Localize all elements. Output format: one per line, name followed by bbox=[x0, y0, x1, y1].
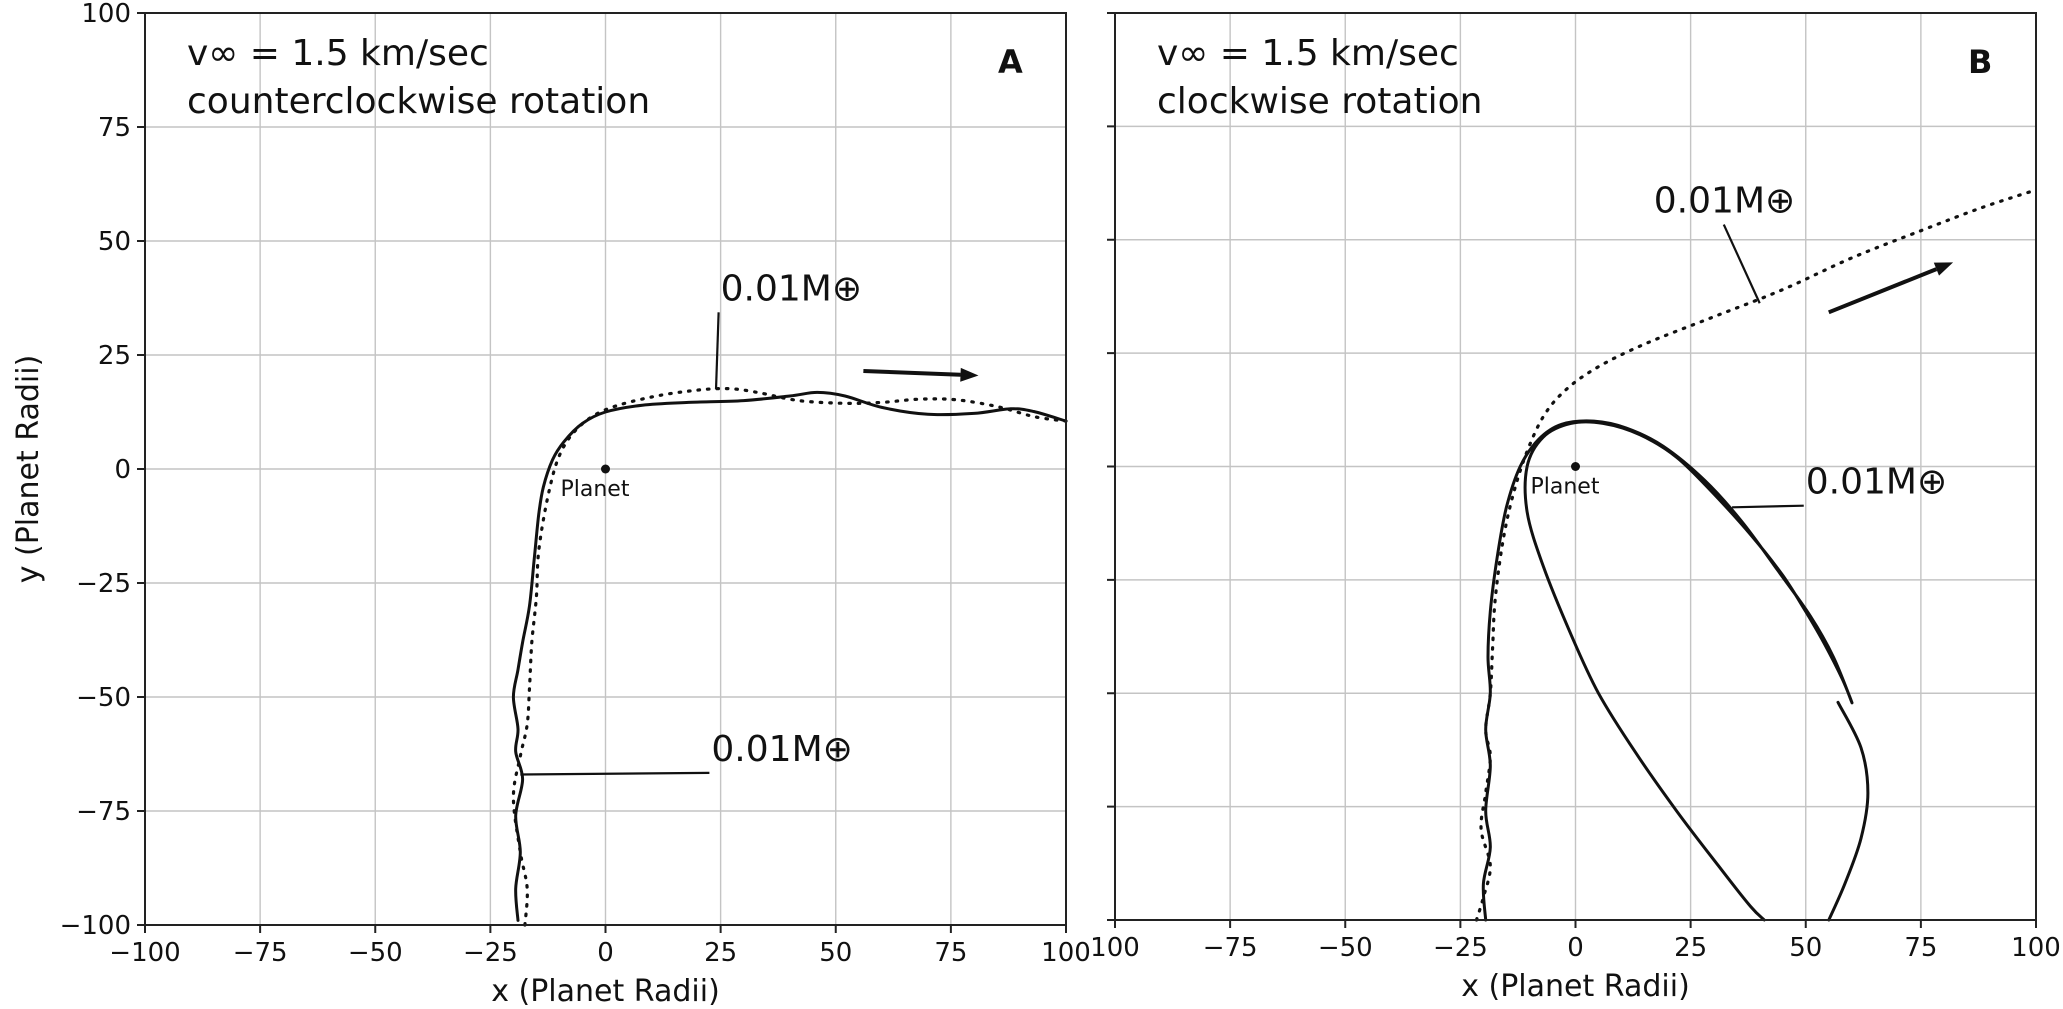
rotation-label-b: clockwise rotation bbox=[1157, 81, 1482, 122]
direction-arrow-shaft bbox=[1828, 267, 1938, 315]
annotations-a: 0.01M⊕ 0.01M⊕ bbox=[520, 268, 979, 776]
y-tick-label: −25 bbox=[76, 569, 131, 599]
planet-dot bbox=[1571, 462, 1580, 471]
x-tick-label: 100 bbox=[2011, 933, 2061, 963]
dotted-trajectory-1 bbox=[511, 386, 1068, 927]
planet-label: Planet bbox=[561, 477, 630, 502]
annotation-leader bbox=[520, 771, 710, 776]
annotation-leader bbox=[1722, 224, 1761, 304]
x-tick-label: 50 bbox=[1789, 933, 1822, 963]
y-tick-label: 50 bbox=[98, 227, 131, 257]
x-tick-label: −50 bbox=[348, 938, 403, 968]
solid-trajectory-1 bbox=[1481, 419, 1854, 922]
y-tick-label: −75 bbox=[76, 797, 131, 827]
x-tick-label: −75 bbox=[1203, 933, 1258, 963]
velocity-label-a: v∞ = 1.5 km/sec bbox=[187, 33, 489, 74]
y-axis-title-a: y (Planet Radii) bbox=[11, 355, 46, 584]
ticks-b: 100 −75 −50 −25 0 25 50 75 100 bbox=[1090, 12, 2061, 963]
x-tick-label: 100 bbox=[1090, 933, 1140, 963]
ticks-a: −100 −75 −50 −25 0 25 50 75 100 −100 −75 −50 −25 0 25 5… bbox=[60, 0, 1091, 968]
velocity-label-b: v∞ = 1.5 km/sec bbox=[1157, 33, 1459, 74]
annotations-b: 0.01M⊕ 0.01M⊕ bbox=[1654, 181, 1954, 509]
series-b bbox=[1474, 188, 2038, 922]
x-tick-label: 25 bbox=[704, 938, 737, 968]
x-tick-label: 0 bbox=[1567, 933, 1584, 963]
panel-b: 100 −75 −50 −25 0 25 50 75 100 0.01M⊕ 0.01M⊕ Plan… bbox=[1090, 12, 2061, 1004]
x-tick-label: −50 bbox=[1318, 933, 1373, 963]
y-tick-label: 100 bbox=[81, 0, 131, 29]
planet-label: Planet bbox=[1531, 475, 1600, 500]
x-tick-label: 75 bbox=[934, 938, 967, 968]
mass-annotation: 0.01M⊕ bbox=[711, 729, 852, 770]
direction-arrow-head bbox=[1933, 262, 1954, 276]
x-axis-title-b: x (Planet Radii) bbox=[1461, 969, 1690, 1004]
x-tick-label: 0 bbox=[597, 938, 614, 968]
y-tick-label: 0 bbox=[114, 455, 131, 485]
mass-annotation: 0.01M⊕ bbox=[1654, 181, 1795, 222]
panel-letter-b: B bbox=[1968, 43, 1992, 81]
x-tick-label: −100 bbox=[109, 938, 180, 968]
x-tick-label: 25 bbox=[1674, 933, 1707, 963]
annotation-leader bbox=[714, 312, 720, 390]
plot-frame-b bbox=[1114, 12, 2037, 921]
x-tick-label: −75 bbox=[233, 938, 288, 968]
x-tick-label: 75 bbox=[1904, 933, 1937, 963]
planet-dot bbox=[601, 464, 610, 474]
mass-annotation: 0.01M⊕ bbox=[721, 268, 862, 309]
y-tick-label: 75 bbox=[98, 113, 131, 143]
mass-annotation: 0.01M⊕ bbox=[1806, 462, 1947, 503]
direction-arrow-shaft bbox=[863, 368, 961, 377]
planet-marker-b: Planet bbox=[1531, 462, 1600, 500]
panel-letter-a: A bbox=[998, 43, 1023, 81]
x-axis-title-a: x (Planet Radii) bbox=[491, 974, 720, 1009]
x-tick-label: −25 bbox=[463, 938, 518, 968]
x-tick-label: −25 bbox=[1433, 933, 1488, 963]
x-tick-label: 50 bbox=[819, 938, 852, 968]
solid-trajectory-2 bbox=[1827, 700, 1870, 922]
dotted-trajectory-0 bbox=[1474, 188, 2038, 922]
annotation-leader bbox=[1732, 504, 1804, 509]
y-tick-label: 25 bbox=[98, 341, 131, 371]
x-tick-label: 100 bbox=[1041, 938, 1091, 968]
planet-marker-a: Planet bbox=[561, 464, 630, 502]
y-tick-label: −50 bbox=[76, 683, 131, 713]
direction-arrow-head bbox=[960, 367, 979, 382]
solid-trajectory-0 bbox=[511, 390, 1068, 922]
series-a bbox=[511, 386, 1068, 927]
rotation-label-a: counterclockwise rotation bbox=[187, 81, 650, 122]
panel-a: −100 −75 −50 −25 0 25 50 75 100 −100 −75 −50 −25 0 25 5… bbox=[11, 0, 1091, 1009]
plot-frame-a bbox=[144, 12, 1067, 926]
y-tick-label: −100 bbox=[60, 911, 131, 941]
